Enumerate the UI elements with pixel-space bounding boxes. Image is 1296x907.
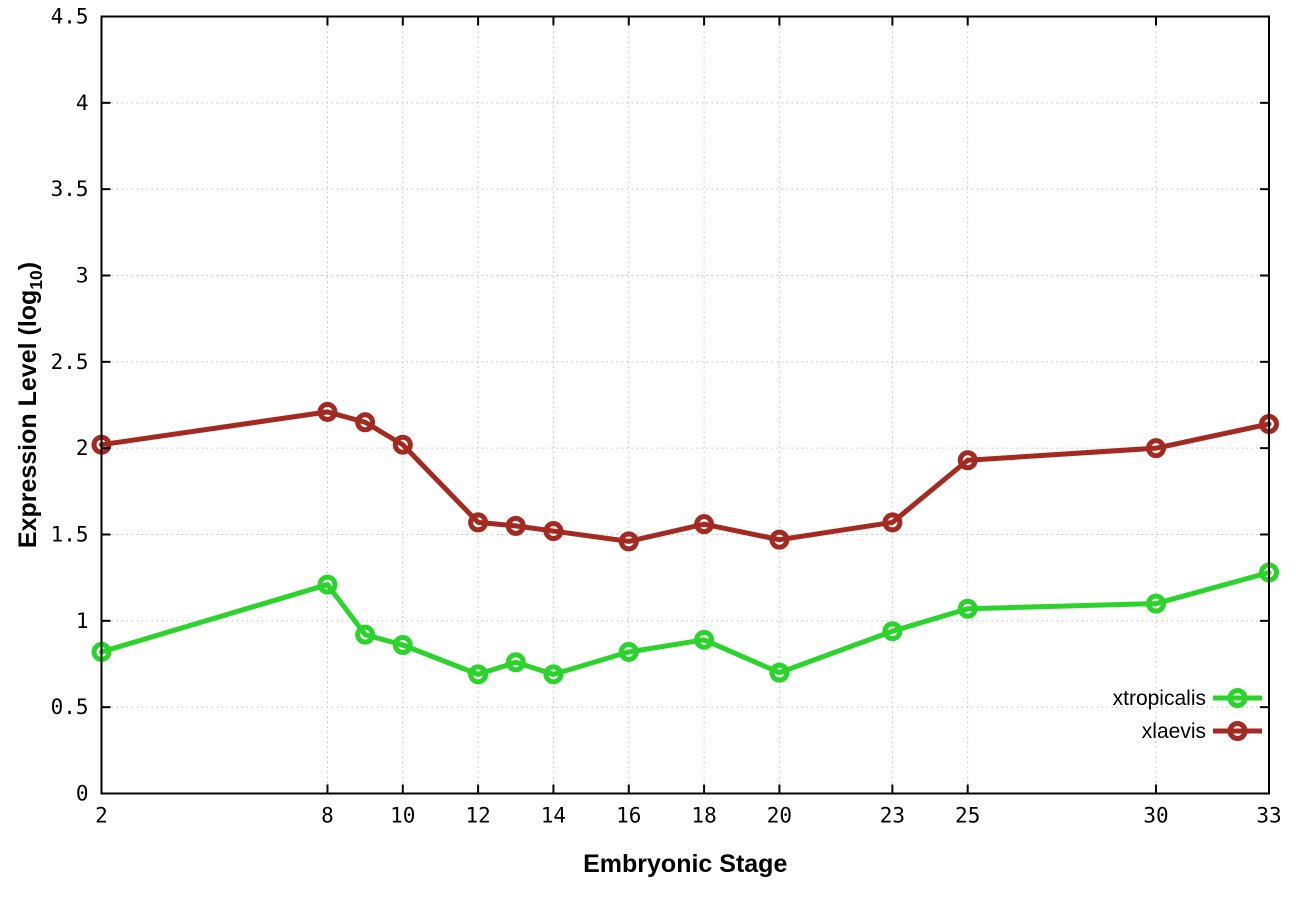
gridlines xyxy=(101,16,1270,794)
x-tick-label: 16 xyxy=(616,804,641,828)
data-marker-xlaevis xyxy=(468,512,489,533)
data-marker-xtropicalis xyxy=(468,664,489,685)
series-line-xlaevis xyxy=(99,409,1272,544)
y-tick-label: 1 xyxy=(76,609,89,633)
y-tick-label: 3 xyxy=(76,264,89,288)
data-marker-xlaevis xyxy=(355,412,376,433)
y-tick-label: 0 xyxy=(76,782,89,806)
data-marker-xtropicalis xyxy=(769,662,790,683)
x-tick-label: 23 xyxy=(880,804,905,828)
data-marker-xlaevis xyxy=(543,521,564,542)
data-marker-xlaevis xyxy=(882,512,903,533)
x-tick-label: 33 xyxy=(1256,804,1281,828)
legend-label-xlaevis: xlaevis xyxy=(1142,720,1206,743)
x-tick-label: 30 xyxy=(1143,804,1168,828)
legend-marker-sample-xlaevis xyxy=(1227,721,1248,741)
data-marker-xtropicalis xyxy=(618,641,639,662)
y-tick-label: 0.5 xyxy=(51,695,89,719)
data-marker-xlaevis xyxy=(957,450,978,471)
data-marker-xtropicalis xyxy=(543,664,564,685)
legend-label-xtropicalis: xtropicalis xyxy=(1113,687,1206,710)
data-marker-xtropicalis xyxy=(392,635,413,656)
x-tick-label: 12 xyxy=(465,804,490,828)
data-marker-xlaevis xyxy=(769,529,790,550)
data-marker-xtropicalis xyxy=(317,574,338,595)
legend-marker-sample-xtropicalis xyxy=(1227,688,1248,708)
legend: xtropicalis xlaevis xyxy=(1113,687,1262,743)
x-tick-label: 10 xyxy=(390,804,415,828)
data-marker-xtropicalis xyxy=(694,629,715,650)
y-tick-label: 2 xyxy=(76,436,89,460)
x-tick-label: 14 xyxy=(541,804,566,828)
data-marker-xlaevis xyxy=(694,514,715,535)
plot-border xyxy=(100,15,1270,795)
x-tick-label: 18 xyxy=(691,804,716,828)
data-marker-xtropicalis xyxy=(355,624,376,645)
data-marker-xtropicalis xyxy=(957,598,978,619)
axes xyxy=(100,15,1270,795)
data-marker-xlaevis xyxy=(392,434,413,455)
y-tick-label: 4 xyxy=(76,91,89,115)
data-series xyxy=(91,401,1279,685)
y-tick-label: 3.5 xyxy=(51,177,89,201)
y-tick-label: 2.5 xyxy=(51,350,89,374)
x-tick-label: 8 xyxy=(321,804,334,828)
data-marker-xtropicalis xyxy=(505,652,526,673)
y-axis-title: Expression Level (log10) xyxy=(14,262,46,548)
data-marker-xlaevis xyxy=(505,515,526,536)
series-line-xtropicalis xyxy=(99,569,1272,677)
data-marker-xtropicalis xyxy=(882,621,903,642)
data-marker-xlaevis xyxy=(618,531,639,552)
data-marker-xlaevis xyxy=(317,401,338,422)
x-axis-title: Embryonic Stage xyxy=(583,850,787,878)
x-tick-label: 20 xyxy=(767,804,792,828)
x-tick-label: 25 xyxy=(955,804,980,828)
y-tick-label: 1.5 xyxy=(51,523,89,547)
data-marker-xtropicalis xyxy=(1146,593,1167,614)
x-tick-label: 2 xyxy=(95,804,108,828)
tick-labels: 2 8 10 12 14 16 18 20 23 25 30 33 0 0.5 1 1.5 2 2.5 3 3.5 4 4… xyxy=(51,5,1282,828)
data-marker-xlaevis xyxy=(1146,438,1167,459)
y-tick-label: 4.5 xyxy=(51,5,89,29)
